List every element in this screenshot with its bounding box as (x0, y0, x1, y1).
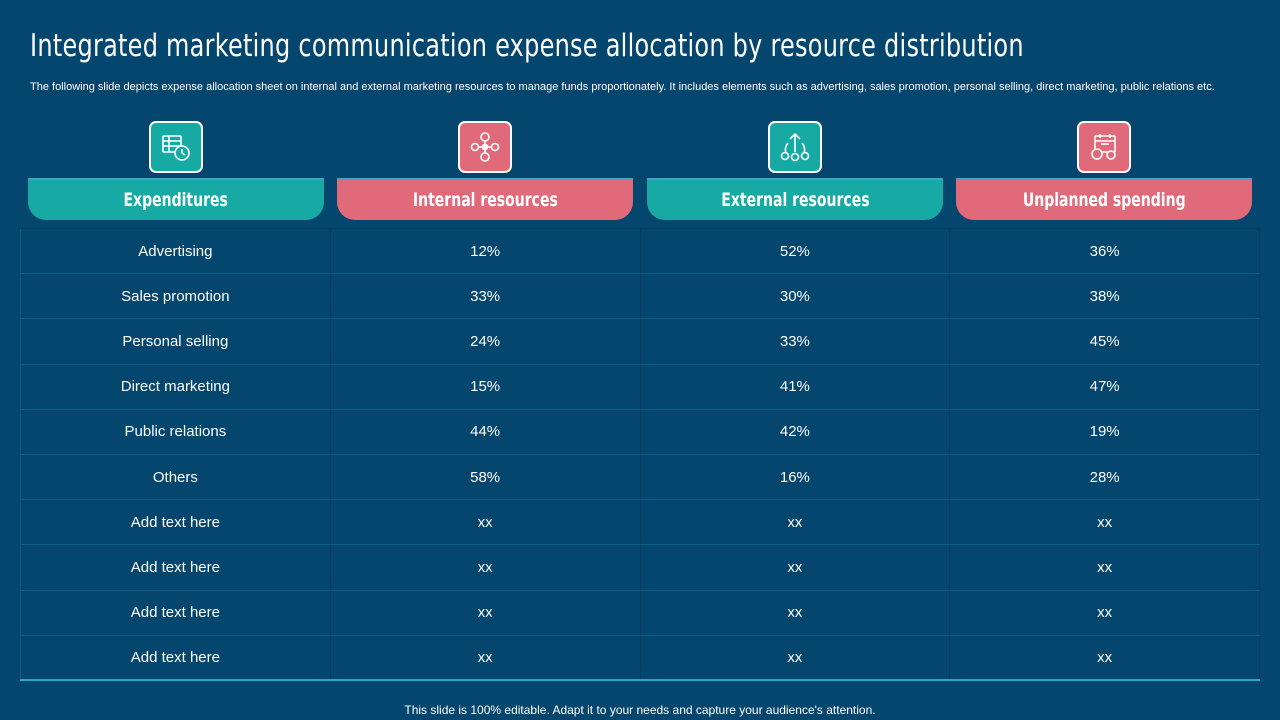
expense-table: Advertising 12% 52% 36% Sales promotion … (20, 227, 1260, 682)
table-cell: xx (949, 499, 1260, 546)
header-label: External resources (720, 189, 870, 211)
table-cell: xx (329, 589, 641, 636)
table-cell: Personal selling (20, 318, 331, 365)
table-cell: 41% (639, 363, 951, 410)
calendar-money-icon (1077, 121, 1131, 173)
table-cell: 52% (639, 227, 951, 275)
table-cell: xx (639, 499, 951, 546)
table-cell: xx (639, 634, 951, 682)
table-cell: Sales promotion (20, 273, 331, 320)
table-row: Personal selling 24% 33% 45% (20, 318, 1260, 365)
growth-arrow-icon (768, 121, 822, 173)
table-cell: 19% (949, 408, 1260, 455)
table-cell: 42% (639, 408, 951, 455)
table-cell: 44% (329, 408, 641, 455)
table-row: Others 58% 16% 28% (20, 453, 1260, 501)
header-label: Internal resources (412, 189, 558, 211)
header-label: Expenditures (123, 189, 229, 211)
table-row: Sales promotion 33% 30% 38% (20, 273, 1260, 320)
table-cell: Add text here (20, 544, 331, 591)
table-row: Add text here xx xx xx (20, 589, 1260, 636)
table-cell: Advertising (20, 227, 331, 275)
table-cell: 30% (639, 273, 951, 320)
table-cell: 47% (949, 363, 1260, 410)
table-row: Advertising 12% 52% 36% (20, 227, 1260, 275)
table-cell: 38% (949, 273, 1260, 320)
table-cell: xx (329, 634, 641, 682)
slide-subtitle: The following slide depicts expense allo… (30, 81, 1215, 93)
header-expenditures: Expenditures (28, 178, 324, 220)
table-cell: 45% (949, 318, 1260, 365)
table-cell: Direct marketing (20, 363, 331, 410)
header-internal-resources: Internal resources (337, 178, 633, 220)
header-label: Unplanned spending (1022, 189, 1186, 211)
table-cell: Add text here (20, 634, 331, 682)
resource-network-icon (458, 121, 512, 173)
table-cell: xx (949, 589, 1260, 636)
table-cell: xx (949, 634, 1260, 682)
table-cell: Others (20, 453, 331, 501)
header-unplanned-spending: Unplanned spending (956, 178, 1252, 220)
table-cell: xx (639, 544, 951, 591)
table-cell: xx (949, 544, 1260, 591)
table-row: Add text here xx xx xx (20, 634, 1260, 682)
table-cell: 58% (329, 453, 641, 501)
table-cell: xx (329, 499, 641, 546)
table-row: Public relations 44% 42% 19% (20, 408, 1260, 455)
table-cell: 36% (949, 227, 1260, 275)
table-cell: 33% (329, 273, 641, 320)
table-cell: 16% (639, 453, 951, 501)
table-cell: Public relations (20, 408, 331, 455)
table-cell: 33% (639, 318, 951, 365)
slide-footer: This slide is 100% editable. Adapt it to… (404, 703, 876, 717)
slide-title: Integrated marketing communication expen… (30, 28, 1024, 64)
spreadsheet-clock-icon (149, 121, 203, 173)
table-cell: 28% (949, 453, 1260, 501)
table-cell: xx (329, 544, 641, 591)
table-cell: 12% (329, 227, 641, 275)
table-row: Direct marketing 15% 41% 47% (20, 363, 1260, 410)
table-cell: 15% (329, 363, 641, 410)
table-cell: Add text here (20, 499, 331, 546)
table-row: Add text here xx xx xx (20, 544, 1260, 591)
table-cell: 24% (329, 318, 641, 365)
table-cell: xx (639, 589, 951, 636)
header-external-resources: External resources (647, 178, 943, 220)
table-row: Add text here xx xx xx (20, 499, 1260, 546)
table-cell: Add text here (20, 589, 331, 636)
